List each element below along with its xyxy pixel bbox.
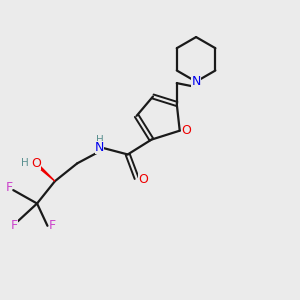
Text: N: N bbox=[191, 75, 201, 88]
Text: O: O bbox=[138, 173, 148, 186]
Text: F: F bbox=[49, 219, 56, 232]
Text: N: N bbox=[95, 140, 104, 154]
Text: O: O bbox=[31, 157, 41, 170]
Text: F: F bbox=[5, 181, 12, 194]
Text: H: H bbox=[21, 158, 29, 168]
Polygon shape bbox=[35, 162, 55, 181]
Text: F: F bbox=[11, 219, 18, 232]
Text: O: O bbox=[181, 124, 191, 137]
Text: H: H bbox=[96, 136, 104, 146]
